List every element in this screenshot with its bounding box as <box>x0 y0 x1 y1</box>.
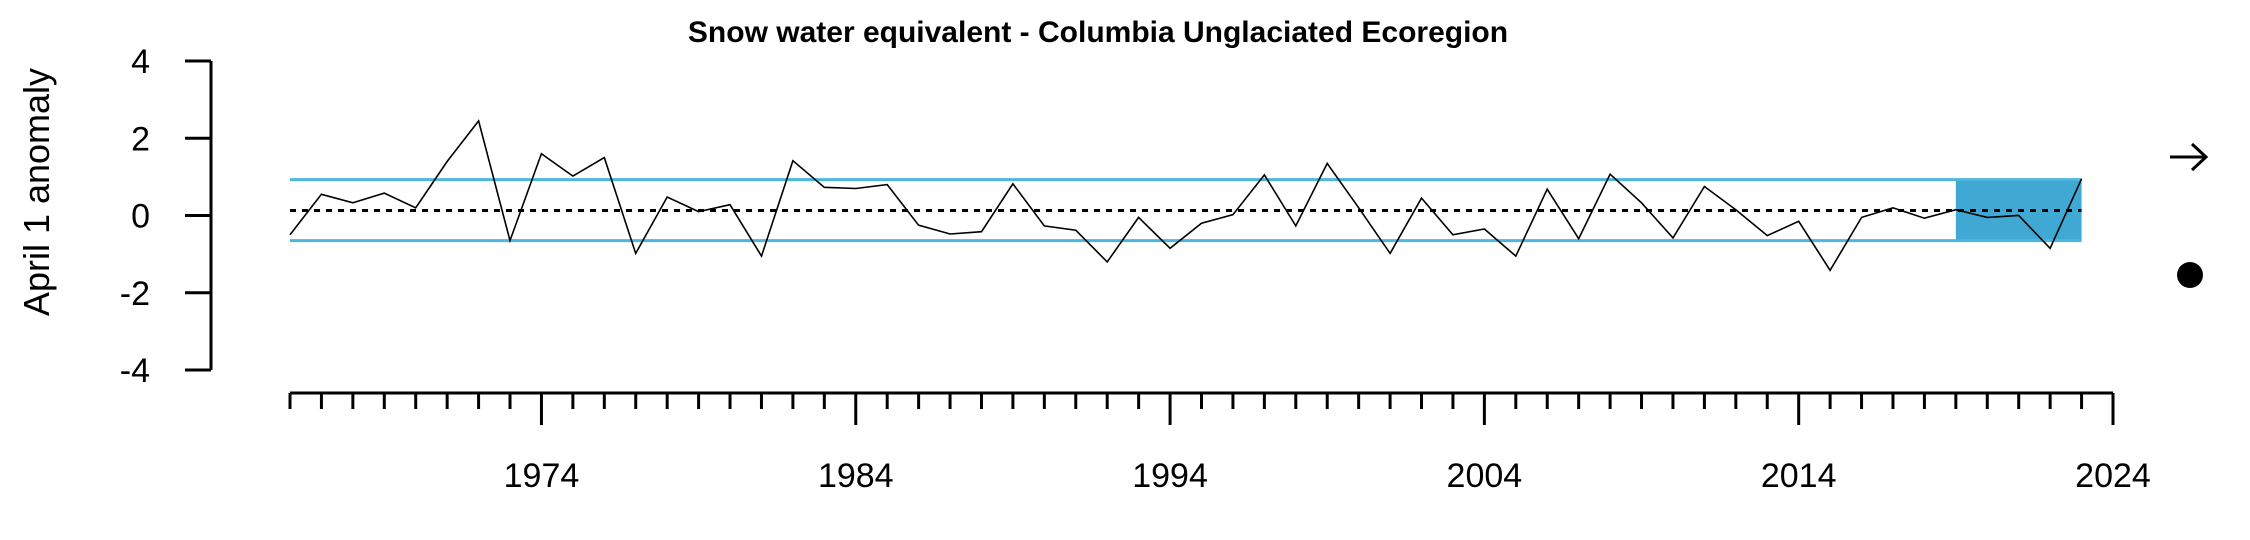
data-point <box>1358 207 1360 209</box>
data-point <box>1955 209 1957 211</box>
data-point <box>1012 183 1014 185</box>
data-point <box>1892 207 1894 209</box>
filled-circle-icon <box>2177 262 2203 288</box>
legend <box>2170 142 2209 288</box>
data-point <box>1201 222 1203 224</box>
data-point <box>1075 229 1077 231</box>
data-point <box>980 231 982 233</box>
x-tick-label: 2024 <box>2075 457 2151 495</box>
plot-area <box>289 119 2083 272</box>
data-point <box>1578 238 1580 240</box>
chart-title: Snow water equivalent - Columbia Unglaci… <box>688 16 1508 49</box>
data-point <box>540 153 542 155</box>
data-point <box>1609 173 1611 175</box>
data-point <box>1986 216 1988 218</box>
data-point <box>1232 214 1234 216</box>
data-point <box>1263 174 1265 176</box>
data-point <box>383 192 385 194</box>
y-axis-label: April 1 anomaly <box>16 68 57 316</box>
y-tick-label: 2 <box>131 120 150 158</box>
x-tick-label: 1974 <box>504 457 580 495</box>
data-point <box>352 202 354 204</box>
data-point <box>1923 217 1925 219</box>
data-point <box>2081 178 2083 180</box>
data-point <box>446 160 448 162</box>
data-point <box>949 233 951 235</box>
data-point <box>1798 220 1800 222</box>
data-point <box>572 175 574 177</box>
data-point <box>1169 247 1171 249</box>
data-point <box>635 252 637 254</box>
x-axis-ticks: 1974 1984 1994 2004 2014 2024 <box>288 393 2151 495</box>
data-point <box>729 204 731 206</box>
data-point <box>1672 237 1674 239</box>
data-point <box>823 186 825 188</box>
data-point <box>1641 202 1643 204</box>
data-point <box>289 234 291 236</box>
data-point <box>918 224 920 226</box>
data-point <box>1735 209 1737 211</box>
data-point <box>698 211 700 213</box>
data-point <box>760 255 762 257</box>
data-point <box>1703 186 1705 188</box>
y-axis-ticks: 4 2 0 -2 -4 <box>120 43 211 390</box>
data-point <box>1546 188 1548 190</box>
data-point <box>1043 225 1045 227</box>
y-tick-label: -2 <box>120 275 150 313</box>
x-tick-label: 1984 <box>818 457 894 495</box>
data-point <box>2049 247 2051 249</box>
x-tick-label: 1994 <box>1132 457 1208 495</box>
x-tick-label: 2004 <box>1447 457 1523 495</box>
data-point <box>855 187 857 189</box>
series-line <box>289 119 2083 272</box>
data-point <box>603 157 605 159</box>
data-point <box>1766 235 1768 237</box>
data-point <box>1829 269 1831 271</box>
data-point <box>1106 261 1108 263</box>
x-tick-label: 2014 <box>1761 457 1837 495</box>
data-point <box>1326 162 1328 164</box>
data-point <box>1138 216 1140 218</box>
y-tick-label: 4 <box>131 43 150 81</box>
data-point <box>320 193 322 195</box>
arrow-right-icon <box>2170 142 2209 172</box>
data-point <box>1452 234 1454 236</box>
data-point <box>666 196 668 198</box>
data-point <box>1421 197 1423 199</box>
y-tick-label: 0 <box>131 198 150 236</box>
data-point <box>1295 225 1297 227</box>
data-point <box>792 160 794 162</box>
y-tick-label: -4 <box>120 352 150 390</box>
data-point <box>1389 252 1391 254</box>
data-point <box>509 240 511 242</box>
data-point <box>1515 255 1517 257</box>
data-point <box>1483 228 1485 230</box>
data-point <box>1861 216 1863 218</box>
data-point <box>2018 215 2020 217</box>
data-point <box>415 207 417 209</box>
data-point <box>886 184 888 186</box>
data-point <box>478 120 480 122</box>
